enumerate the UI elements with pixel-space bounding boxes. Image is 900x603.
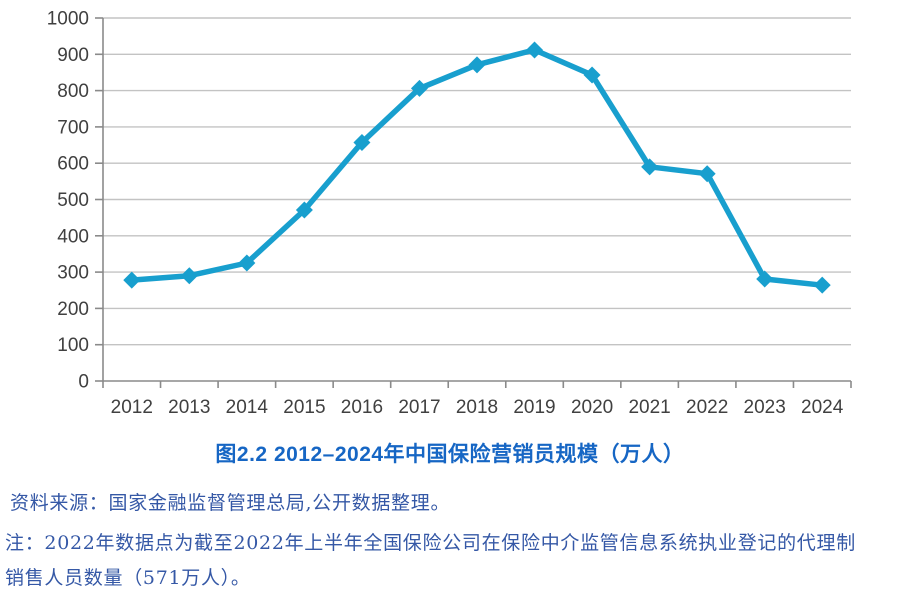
y-tick-label: 600 — [57, 154, 89, 175]
y-tick-label: 400 — [57, 226, 89, 247]
x-tick-label: 2019 — [513, 397, 555, 418]
footnote-line-2: 销售人员数量（571万人）。 — [5, 567, 251, 589]
data-point-marker — [756, 270, 774, 288]
data-point-marker — [526, 41, 544, 59]
data-point-marker — [238, 254, 256, 272]
data-point-marker — [123, 271, 141, 289]
y-tick-label: 800 — [57, 81, 89, 102]
data-point-marker — [583, 66, 601, 84]
x-tick-label: 2018 — [456, 397, 498, 418]
x-tick-label: 2015 — [283, 397, 325, 418]
x-tick-label: 2020 — [571, 397, 613, 418]
line-chart: 0 100 200 300 400 500 600 700 800 900 1000 2012 2013… — [47, 9, 852, 418]
x-tick-label: 2014 — [226, 397, 269, 418]
x-tick-label: 2021 — [628, 397, 670, 418]
y-tick-label: 200 — [57, 299, 89, 320]
data-point-marker — [353, 134, 371, 152]
y-tick-label: 900 — [57, 45, 89, 66]
x-tick-label: 2016 — [341, 397, 383, 418]
data-point-marker — [410, 79, 428, 97]
y-tick-label: 0 — [78, 372, 89, 393]
footnote-line-1: 注：2022年数据点为截至2022年上半年全国保险公司在保险中介监管信息系统执业… — [5, 532, 856, 554]
y-tick-label: 300 — [57, 263, 89, 284]
y-tick-label: 500 — [57, 190, 89, 211]
x-tick-label: 2017 — [398, 397, 440, 418]
source-note: 资料来源：国家金融监督管理总局,公开数据整理。 — [10, 492, 451, 514]
y-tick-label: 100 — [57, 335, 89, 356]
data-point-marker — [641, 158, 659, 176]
data-point-marker — [180, 267, 198, 285]
chart-title: 图2.2 2012–2024年中国保险营销员规模（万人） — [215, 443, 685, 466]
x-tick-label: 2023 — [744, 397, 786, 418]
data-point-marker — [698, 165, 716, 183]
x-tick-label: 2013 — [168, 397, 210, 418]
y-tick-label: 1000 — [47, 9, 89, 30]
data-point-marker — [468, 56, 486, 74]
x-tick-label: 2022 — [686, 397, 728, 418]
data-point-marker — [813, 276, 831, 294]
x-tick-label: 2024 — [801, 397, 844, 418]
x-tick-label: 2012 — [111, 397, 153, 418]
data-point-marker — [295, 201, 313, 219]
data-line — [129, 47, 825, 288]
y-tick-label: 700 — [57, 117, 89, 138]
